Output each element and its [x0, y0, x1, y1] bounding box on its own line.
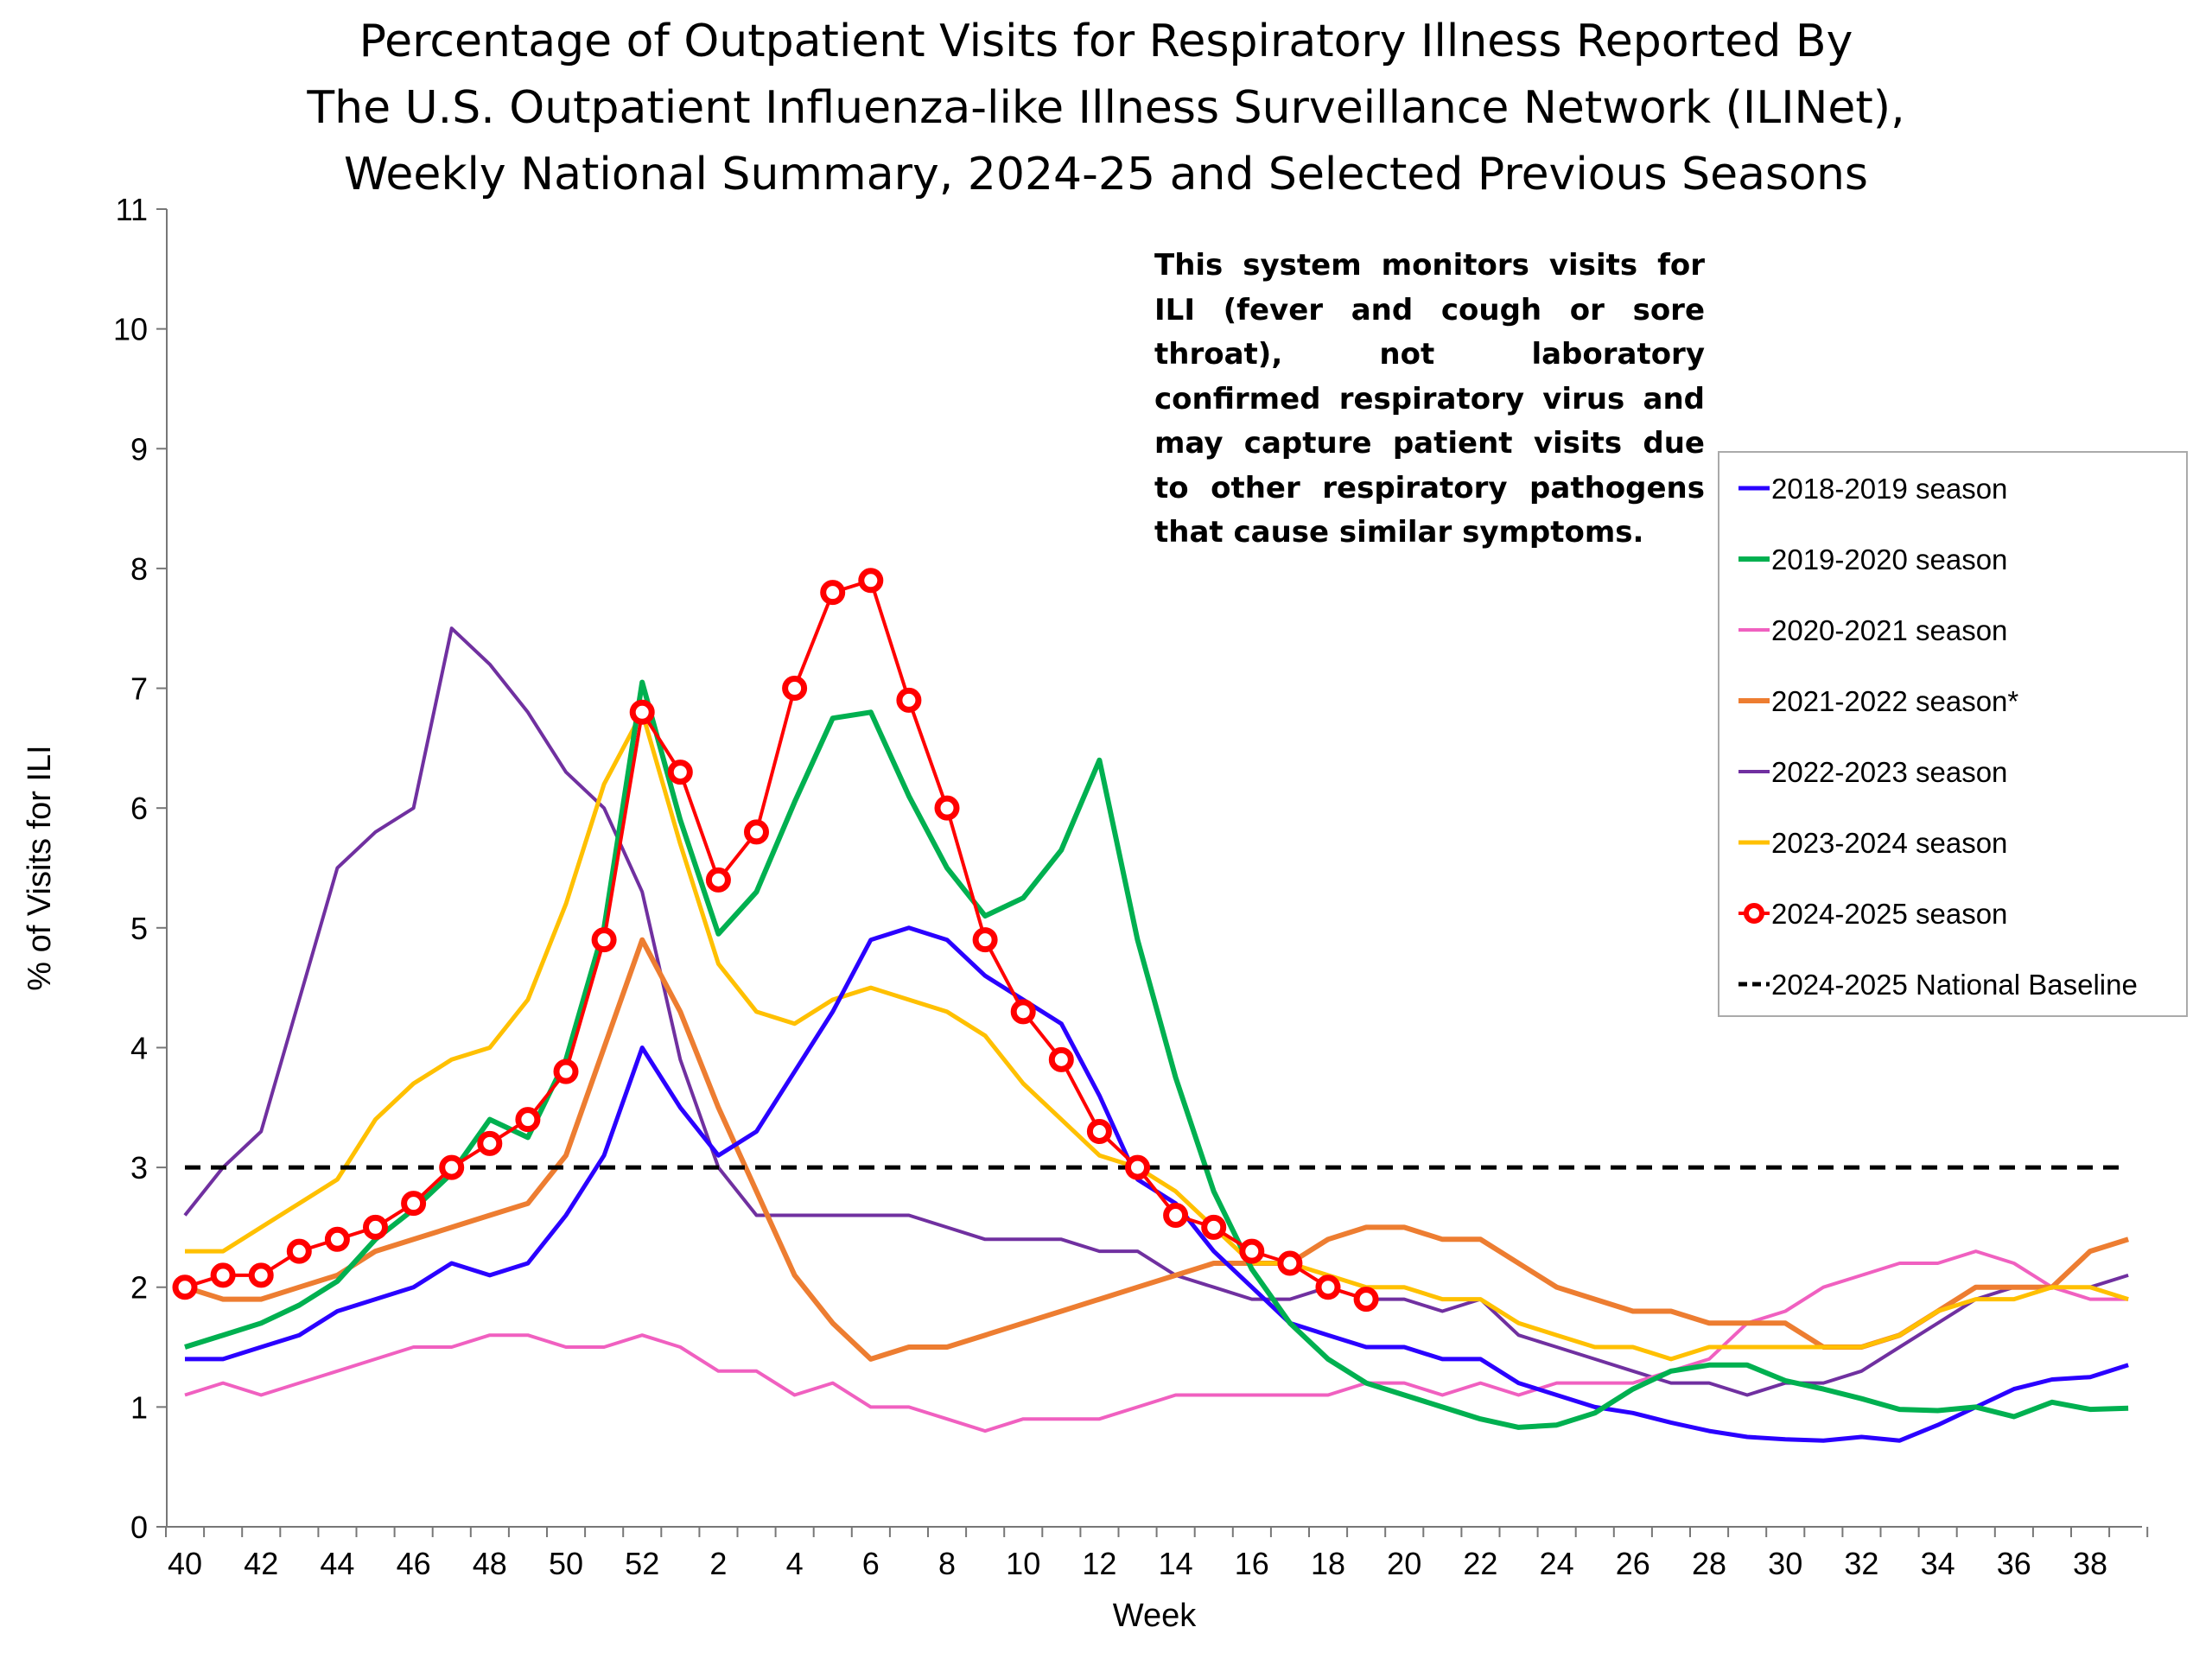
x-tick-label: 40 — [168, 1546, 202, 1581]
y-tick-label: 7 — [130, 671, 148, 707]
y-tick-label: 3 — [130, 1150, 148, 1185]
legend-label: 2023-2024 season — [1771, 827, 2007, 859]
data-point-marker — [210, 1262, 236, 1288]
series-line-2019-2020-season — [184, 679, 2129, 1430]
x-tick-label: 24 — [1540, 1546, 1574, 1581]
data-point-marker — [553, 1058, 579, 1084]
x-tick-label: 20 — [1387, 1546, 1421, 1581]
chart-title-line: Percentage of Outpatient Visits for Resp… — [359, 16, 1853, 67]
x-tick-label: 18 — [1311, 1546, 1345, 1581]
annotation-note: This system monitors visits for ILI (fev… — [1154, 248, 1705, 550]
x-tick-label: 36 — [1997, 1546, 2031, 1581]
data-point-marker — [248, 1262, 274, 1288]
data-point-marker — [591, 927, 617, 953]
x-tick-label: 50 — [549, 1546, 583, 1581]
data-point-marker — [896, 687, 922, 713]
legend-label: 2019-2020 season — [1771, 543, 2007, 575]
series-line-2023-2024-season — [185, 709, 2129, 1362]
series-line-2020-2021-season — [184, 1249, 2129, 1433]
data-point-marker — [439, 1154, 465, 1180]
x-tick-label: 48 — [473, 1546, 507, 1581]
x-tick-label: 12 — [1082, 1546, 1116, 1581]
x-tick-label: 42 — [244, 1546, 278, 1581]
x-tick-label: 26 — [1616, 1546, 1650, 1581]
data-point-marker — [363, 1214, 388, 1240]
y-tick-label: 11 — [116, 192, 148, 227]
y-tick-label: 5 — [130, 911, 148, 946]
data-point-marker — [1239, 1238, 1265, 1264]
data-point-marker — [515, 1107, 541, 1133]
x-tick-label: 32 — [1844, 1546, 1878, 1581]
data-point-marker — [629, 699, 655, 725]
x-tick-label: 28 — [1692, 1546, 1726, 1581]
x-tick-label: 38 — [2073, 1546, 2107, 1581]
x-tick-label: 34 — [1921, 1546, 1955, 1581]
x-tick-label: 16 — [1235, 1546, 1269, 1581]
legend-label: 2018-2019 season — [1771, 473, 2007, 505]
x-tick-label: 14 — [1159, 1546, 1193, 1581]
y-axis-label: % of Visits for ILI — [22, 745, 58, 990]
data-point-marker — [1010, 999, 1036, 1025]
y-tick-label: 10 — [113, 312, 148, 347]
data-point-marker — [858, 568, 884, 594]
legend-label: 2024-2025 National Baseline — [1771, 969, 2138, 1001]
data-point-marker — [744, 819, 769, 845]
data-point-marker — [1125, 1154, 1150, 1180]
chart-title-line: The U.S. Outpatient Influenza-like Illne… — [306, 82, 1904, 134]
x-tick-label: 52 — [625, 1546, 659, 1581]
data-point-marker — [286, 1238, 312, 1264]
y-tick-label: 9 — [130, 431, 148, 467]
data-point-marker — [1201, 1214, 1227, 1240]
x-tick-label: 30 — [1768, 1546, 1802, 1581]
x-tick-label: 46 — [397, 1546, 431, 1581]
y-tick-label: 0 — [130, 1510, 148, 1545]
data-point-marker — [705, 867, 731, 893]
legend-label: 2024-2025 season — [1771, 898, 2007, 930]
data-point-marker — [934, 795, 960, 821]
x-axis-label: Week — [1113, 1598, 1197, 1634]
data-point-marker — [1315, 1274, 1341, 1300]
y-tick-label: 6 — [130, 791, 148, 826]
x-tick-label: 8 — [938, 1546, 956, 1581]
data-point-marker — [1048, 1046, 1074, 1072]
x-tick-label: 44 — [320, 1546, 354, 1581]
x-tick-label: 6 — [862, 1546, 880, 1581]
chart-title-line: Weekly National Summary, 2024-25 and Sel… — [344, 149, 1868, 200]
x-tick-label: 10 — [1006, 1546, 1040, 1581]
y-tick-label: 2 — [130, 1270, 148, 1306]
data-point-marker — [782, 676, 808, 702]
data-point-marker — [1277, 1250, 1303, 1276]
data-point-marker — [401, 1191, 427, 1217]
legend-box — [1718, 451, 2188, 1017]
x-tick-label: 22 — [1463, 1546, 1497, 1581]
data-point-marker — [1086, 1119, 1112, 1144]
x-tick-label: 2 — [709, 1546, 727, 1581]
data-point-marker — [172, 1274, 198, 1300]
data-point-marker — [1163, 1203, 1189, 1229]
data-point-marker — [972, 927, 998, 953]
data-point-marker — [1353, 1287, 1379, 1313]
y-tick-label: 4 — [130, 1030, 148, 1065]
legend-label: 2021-2022 season* — [1771, 685, 2018, 717]
y-tick-label: 1 — [130, 1389, 148, 1425]
legend-marker — [1744, 903, 1764, 924]
data-point-marker — [477, 1130, 503, 1156]
legend-label: 2022-2023 season — [1771, 756, 2007, 788]
series-line-2024-2025-season — [184, 578, 1367, 1301]
series-line-2021-2022-season- — [184, 937, 2129, 1362]
data-point-marker — [324, 1226, 350, 1252]
legend-label: 2020-2021 season — [1771, 614, 2007, 646]
data-point-marker — [667, 760, 693, 785]
x-tick-label: 4 — [786, 1546, 804, 1581]
y-tick-label: 8 — [130, 551, 148, 587]
data-point-marker — [820, 580, 846, 606]
